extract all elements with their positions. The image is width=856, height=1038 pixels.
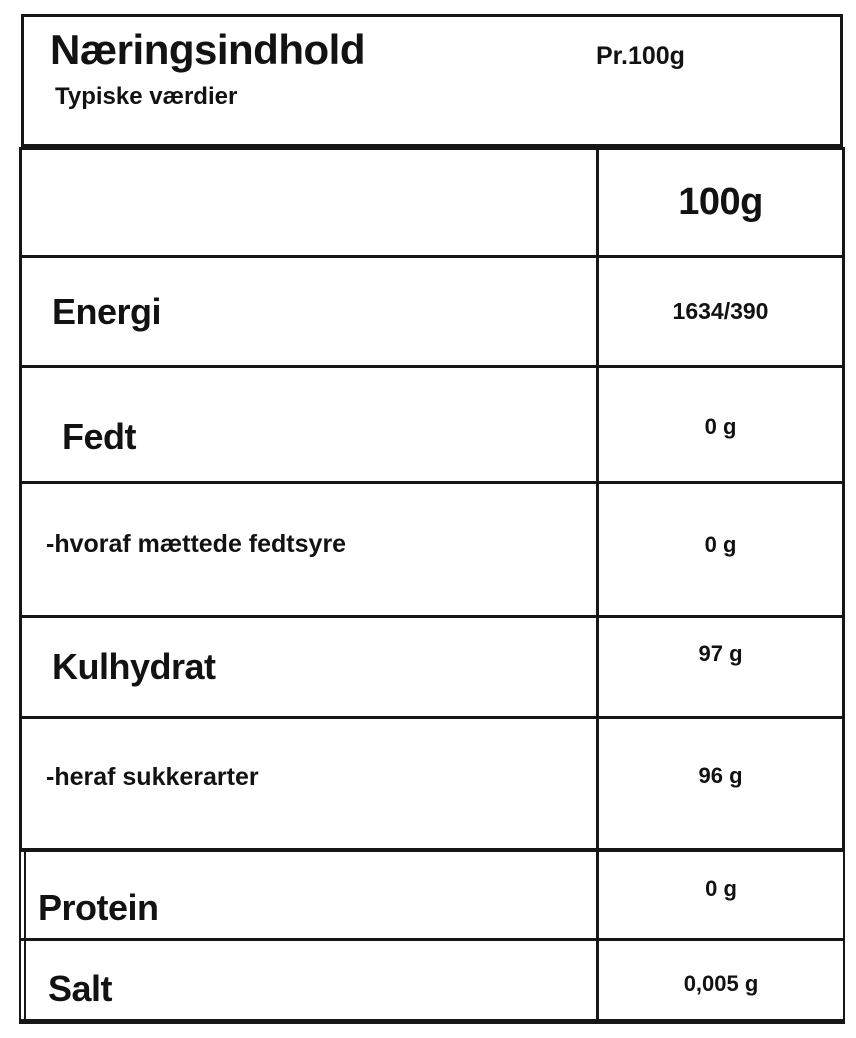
row-label-cell: -heraf sukkerarter <box>22 719 596 848</box>
table-row-kulhydrat: Kulhydrat 97 g <box>22 615 842 716</box>
row-value: 96 g <box>698 762 743 788</box>
table-row-energi: Energi 1634/390 <box>22 255 842 365</box>
row-label: Energi <box>52 290 162 332</box>
row-value: 0,005 g <box>683 971 759 996</box>
table-row-salt: Salt 0,005 g <box>21 938 843 1019</box>
header-value-cell: 100g <box>596 150 842 255</box>
nutrition-table: 100g Energi 1634/390 Fedt 0 g -hvoraf mæ… <box>19 147 845 851</box>
row-value-cell: 0 g <box>596 368 842 481</box>
typical-values-subtitle: Typiske værdier <box>55 83 238 110</box>
header-box: Næringsindhold Pr.100g Typiske værdier <box>21 14 843 147</box>
row-label: -hvoraf mættede fedtsyre <box>46 530 347 559</box>
row-value-cell: 0 g <box>596 484 842 615</box>
row-value-cell: 0,005 g <box>596 941 843 1019</box>
header-empty-cell <box>22 150 596 255</box>
row-label: Protein <box>38 887 159 929</box>
row-value: 97 g <box>698 641 743 666</box>
row-label-cell: -hvoraf mættede fedtsyre <box>22 484 596 615</box>
table-row-maettede-fedtsyre: -hvoraf mættede fedtsyre 0 g <box>22 481 842 615</box>
table-row-sukkerarter: -heraf sukkerarter 96 g <box>22 716 842 848</box>
per-100g-label: Pr.100g <box>596 42 685 70</box>
row-label-cell: Kulhydrat <box>22 618 596 716</box>
row-value-cell: 1634/390 <box>596 258 842 365</box>
row-label-cell: Fedt <box>22 368 596 481</box>
row-label: -heraf sukkerarter <box>46 763 259 792</box>
row-value: 0 g <box>704 531 737 557</box>
column-header-100g: 100g <box>678 181 763 223</box>
row-value-cell: 96 g <box>596 719 842 848</box>
protein-salt-table: Protein 0 g Salt 0,005 g <box>19 849 845 1024</box>
page-title: Næringsindhold <box>50 26 365 73</box>
row-label-cell: Protein <box>21 852 596 938</box>
row-value: 0 g <box>705 876 737 901</box>
table-row-protein: Protein 0 g <box>21 852 843 938</box>
row-value-cell: 0 g <box>596 852 843 938</box>
row-label: Fedt <box>62 415 137 457</box>
row-value-cell: 97 g <box>596 618 842 716</box>
row-label: Salt <box>48 968 113 1010</box>
row-value: 0 g <box>704 413 737 439</box>
table-row-fedt: Fedt 0 g <box>22 365 842 481</box>
table-header-row: 100g <box>22 150 842 255</box>
row-value: 1634/390 <box>672 298 769 324</box>
row-label: Kulhydrat <box>52 646 216 688</box>
row-label-cell: Energi <box>22 258 596 365</box>
row-label-cell: Salt <box>21 941 596 1019</box>
